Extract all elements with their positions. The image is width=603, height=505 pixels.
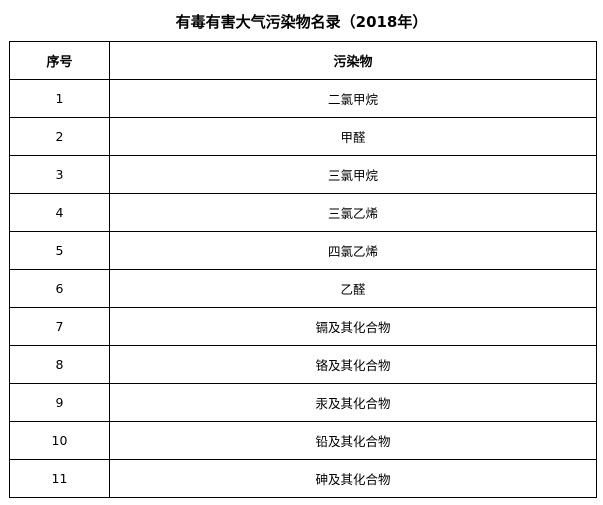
row-pollutant: 乙醛 [109,269,597,308]
row-index: 6 [9,269,110,308]
row-pollutant: 三氯乙烯 [109,193,597,232]
row-pollutant: 铅及其化合物 [109,421,597,460]
table-row: 9 汞及其化合物 [9,383,597,422]
table-row: 2 甲醛 [9,117,597,156]
row-index: 9 [9,383,110,422]
pollutant-table: 序号 污染物 1 二氯甲烷 2 甲醛 3 三氯甲烷 4 三氯乙烯 5 四氯乙烯 6 乙醛 7 镉及其化合物… [9,41,597,498]
row-pollutant: 铬及其化合物 [109,345,597,384]
row-pollutant: 甲醛 [109,117,597,156]
table-row: 6 乙醛 [9,269,597,308]
table-row: 11 砷及其化合物 [9,459,597,498]
header-pollutant: 污染物 [109,41,597,80]
row-index: 4 [9,193,110,232]
table-row: 5 四氯乙烯 [9,231,597,270]
row-pollutant: 三氯甲烷 [109,155,597,194]
row-index: 2 [9,117,110,156]
row-index: 7 [9,307,110,346]
row-pollutant: 四氯乙烯 [109,231,597,270]
header-index: 序号 [9,41,110,80]
table-row: 1 二氯甲烷 [9,79,597,118]
row-index: 8 [9,345,110,384]
row-index: 10 [9,421,110,460]
row-index: 3 [9,155,110,194]
table-row: 7 镉及其化合物 [9,307,597,346]
table-row: 10 铅及其化合物 [9,421,597,460]
table-row: 3 三氯甲烷 [9,155,597,194]
page-title: 有毒有害大气污染物名录（2018年） [175,13,428,31]
row-pollutant: 汞及其化合物 [109,383,597,422]
table-row: 8 铬及其化合物 [9,345,597,384]
row-index: 5 [9,231,110,270]
row-pollutant: 砷及其化合物 [109,459,597,498]
row-index: 11 [9,459,110,498]
table-row: 4 三氯乙烯 [9,193,597,232]
row-pollutant: 二氯甲烷 [109,79,597,118]
header-row: 序号 污染物 [9,41,597,80]
row-pollutant: 镉及其化合物 [109,307,597,346]
row-index: 1 [9,79,110,118]
